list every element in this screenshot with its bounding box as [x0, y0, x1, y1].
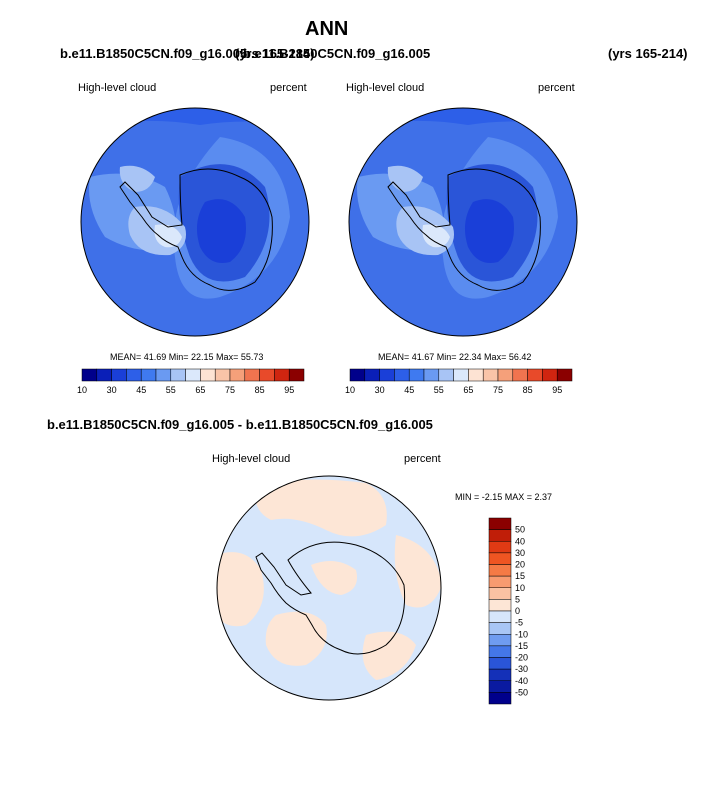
- colorbar-label: -10: [515, 629, 528, 639]
- colorbar-swatch: [126, 368, 142, 382]
- colorbar-swatch: [512, 368, 528, 382]
- page-title: ANN: [305, 18, 349, 40]
- panel1-colorbar: 10 30 45 55 65 75 85 95: [77, 368, 305, 395]
- colorbar-swatch: [364, 368, 380, 382]
- colorbar-swatch: [488, 657, 512, 670]
- case2-header: b.e11.B1850C5CN.f09_g16.005: [243, 46, 431, 61]
- colorbar-swatch: [488, 517, 512, 530]
- colorbar-swatch: [379, 368, 395, 382]
- panel2-units: percent: [538, 82, 575, 94]
- panel2-colorbar: 10 30 45 55 65 75 85 95: [345, 368, 573, 395]
- colorbar-swatch: [259, 368, 275, 382]
- colorbar-label: 30: [107, 385, 117, 395]
- colorbar-swatch: [488, 692, 512, 705]
- panel2-stats: MEAN= 41.67 Min= 22.34 Max= 56.42: [378, 352, 532, 362]
- colorbar-swatch: [488, 529, 512, 542]
- colorbar-label: 85: [523, 385, 533, 395]
- colorbar-swatch: [488, 587, 512, 600]
- colorbar-swatch: [244, 368, 260, 382]
- panel2-map: [348, 107, 578, 337]
- colorbar-label: 75: [493, 385, 503, 395]
- colorbar-label: -40: [515, 676, 528, 686]
- colorbar-swatch: [394, 368, 410, 382]
- colorbar-label: 95: [284, 385, 294, 395]
- colorbar-swatch: [81, 368, 98, 382]
- colorbar-label: 65: [195, 385, 205, 395]
- colorbar-swatch: [200, 368, 216, 382]
- colorbar-label: 40: [515, 536, 525, 546]
- colorbar-swatch: [468, 368, 484, 382]
- colorbar-label: 30: [515, 548, 525, 558]
- colorbar-label: -15: [515, 641, 528, 651]
- colorbar-label: 85: [255, 385, 265, 395]
- colorbar-label: 30: [375, 385, 385, 395]
- panel2-variable: High-level cloud: [346, 82, 425, 94]
- panel1-units: percent: [270, 82, 307, 94]
- colorbar-swatch: [488, 622, 512, 635]
- colorbar-swatch: [488, 575, 512, 588]
- colorbar-swatch: [488, 599, 512, 612]
- colorbar-swatch: [488, 564, 512, 577]
- colorbar-label: 65: [463, 385, 473, 395]
- colorbar-label: 50: [515, 525, 525, 535]
- colorbar-swatch: [408, 368, 425, 382]
- colorbar-label: 15: [515, 571, 525, 581]
- colorbar-swatch: [288, 368, 305, 382]
- colorbar-swatch: [96, 368, 112, 382]
- colorbar-swatch: [170, 368, 186, 382]
- colorbar-swatch: [185, 368, 201, 382]
- colorbar-swatch: [488, 610, 512, 623]
- colorbar-swatch: [488, 668, 512, 681]
- colorbar-label: 20: [515, 560, 525, 570]
- case1-header: b.e11.B1850C5CN.f09_g16.005: [60, 46, 248, 61]
- diff-title: b.e11.B1850C5CN.f09_g16.005 - b.e11.B185…: [47, 417, 433, 432]
- colorbar-label: 10: [77, 385, 87, 395]
- colorbar-swatch: [488, 634, 512, 647]
- colorbar-swatch: [488, 645, 512, 658]
- colorbar-swatch: [453, 368, 469, 382]
- panel1-map: [80, 107, 310, 337]
- colorbar-label: 55: [434, 385, 444, 395]
- diff-map: [216, 475, 442, 701]
- colorbar-swatch: [438, 368, 454, 382]
- case2-years: (yrs 165-214): [608, 46, 688, 61]
- diff-units: percent: [404, 453, 441, 465]
- colorbar-swatch: [155, 368, 172, 382]
- colorbar-swatch: [349, 368, 366, 382]
- colorbar-label: 45: [404, 385, 414, 395]
- colorbar-swatch: [556, 368, 573, 382]
- colorbar-label: -20: [515, 653, 528, 663]
- colorbar-label: 0: [515, 606, 520, 616]
- diff-stats: MIN = -2.15 MAX = 2.37: [455, 492, 553, 502]
- colorbar-label: 75: [225, 385, 235, 395]
- colorbar-swatch: [274, 368, 290, 382]
- colorbar-swatch: [488, 541, 512, 554]
- colorbar-swatch: [488, 552, 512, 565]
- colorbar-swatch: [497, 368, 514, 382]
- colorbar-label: 10: [515, 583, 525, 593]
- colorbar-swatch: [527, 368, 543, 382]
- colorbar-swatch: [111, 368, 127, 382]
- colorbar-label: -50: [515, 687, 528, 697]
- colorbar-label: 5: [515, 594, 520, 604]
- colorbar-swatch: [542, 368, 558, 382]
- colorbar-swatch: [482, 368, 499, 382]
- colorbar-swatch: [214, 368, 231, 382]
- diff-variable: High-level cloud: [212, 453, 291, 465]
- colorbar-swatch: [229, 368, 246, 382]
- colorbar-swatch: [140, 368, 157, 382]
- colorbar-label: 45: [136, 385, 146, 395]
- colorbar-label: 95: [552, 385, 562, 395]
- colorbar-swatch: [488, 680, 512, 693]
- panel1-stats: MEAN= 41.69 Min= 22.15 Max= 55.73: [110, 352, 264, 362]
- panel1-variable: High-level cloud: [78, 82, 157, 94]
- colorbar-swatch: [423, 368, 440, 382]
- colorbar-label: -5: [515, 618, 523, 628]
- colorbar-label: -30: [515, 664, 528, 674]
- case1-years: (yrs 165-214): [235, 46, 315, 61]
- colorbar-label: 10: [345, 385, 355, 395]
- colorbar-label: 55: [166, 385, 176, 395]
